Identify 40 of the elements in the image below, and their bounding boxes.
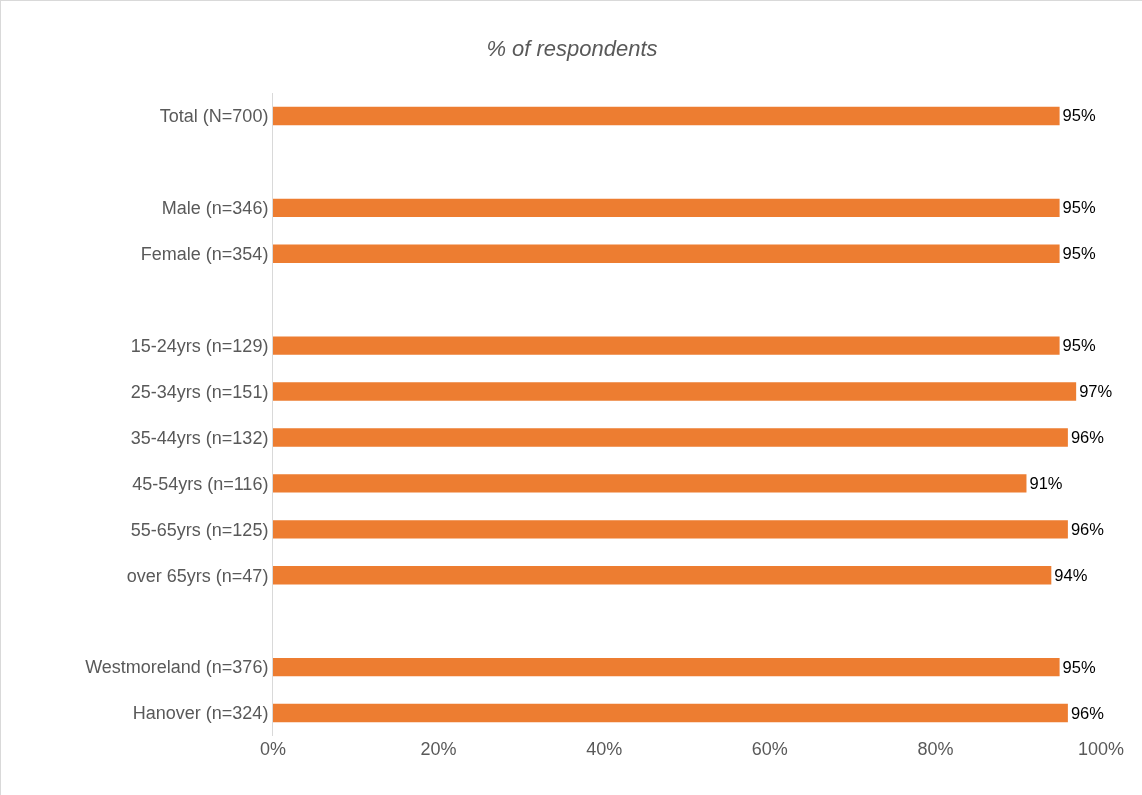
- x-tick-label: 60%: [751, 739, 788, 759]
- data-label: 97%: [1079, 382, 1113, 402]
- bar: [273, 520, 1068, 539]
- bar: [273, 428, 1068, 447]
- bar: [273, 657, 1060, 677]
- data-label: 95%: [1062, 244, 1096, 264]
- chart-title: % of respondents: [486, 36, 658, 62]
- data-label: 96%: [1070, 519, 1105, 539]
- data-label: 91%: [1029, 473, 1063, 493]
- bar: [273, 336, 1060, 355]
- y-tick-label: Hanover (n=324): [132, 703, 269, 724]
- bar: [273, 244, 1060, 263]
- y-tick-label: 25-34yrs (n=151): [130, 381, 269, 402]
- data-label: 96%: [1070, 427, 1105, 447]
- x-tick-label: 20%: [420, 739, 457, 759]
- bar: [273, 198, 1060, 218]
- bar: [273, 566, 1052, 585]
- x-tick-label: 80%: [917, 739, 954, 759]
- y-tick-label: over 65yrs (n=47): [126, 565, 269, 586]
- y-tick-label: 15-24yrs (n=129): [130, 335, 269, 356]
- bar: [273, 382, 1077, 401]
- data-label: 95%: [1062, 336, 1096, 356]
- y-tick-label: 55-65yrs (n=125): [130, 519, 269, 540]
- data-label: 95%: [1062, 106, 1096, 126]
- bar: [273, 474, 1027, 493]
- y-tick-label: Male (n=346): [161, 198, 269, 219]
- x-tick-label: 100%: [1077, 739, 1125, 759]
- y-tick-label: 35-44yrs (n=132): [130, 427, 269, 448]
- x-tick-label: 40%: [586, 739, 623, 759]
- y-tick-label: Westmoreland (n=376): [85, 657, 269, 678]
- data-label: 94%: [1054, 565, 1088, 585]
- x-tick-label: 0%: [259, 739, 287, 759]
- bar: [273, 703, 1068, 723]
- y-tick-label: Female (n=354): [140, 244, 269, 265]
- data-label: 95%: [1062, 198, 1096, 218]
- y-tick-label: Total (N=700): [159, 106, 269, 127]
- data-label: 95%: [1062, 657, 1096, 677]
- bar: [273, 106, 1060, 126]
- data-label: 96%: [1070, 703, 1105, 723]
- y-tick-label: 45-54yrs (n=116): [132, 473, 269, 494]
